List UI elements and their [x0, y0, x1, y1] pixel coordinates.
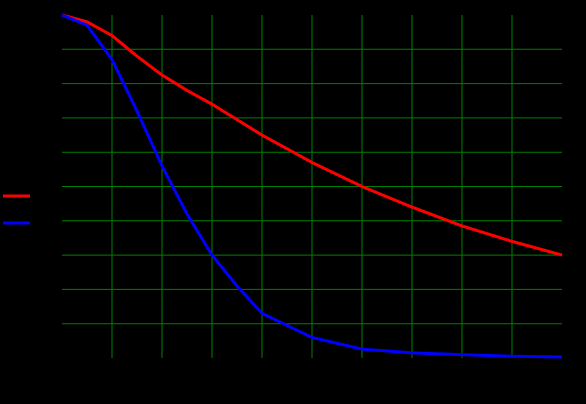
- line: [61, 13, 563, 257]
- line: [61, 13, 563, 359]
